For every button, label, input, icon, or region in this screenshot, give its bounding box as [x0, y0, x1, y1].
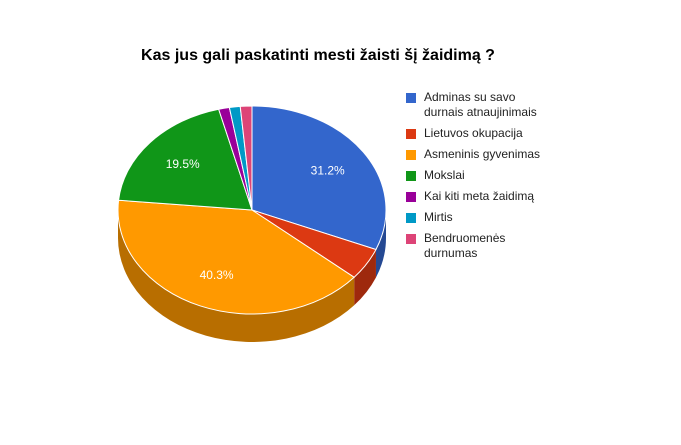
legend-swatch — [406, 93, 416, 103]
legend-label: Lietuvos okupacija — [424, 126, 523, 140]
legend-label: Kai kiti meta žaidimą — [424, 189, 535, 203]
slice — [251, 105, 387, 251]
legend-label: Mokslai — [424, 168, 465, 182]
legend-swatch — [406, 129, 416, 139]
legend-swatch — [406, 234, 416, 244]
legend-item: Mirtis — [406, 210, 556, 225]
slice-side — [354, 249, 376, 306]
slice — [117, 199, 355, 315]
legend-swatch — [406, 192, 416, 202]
data-label: 31.2% — [311, 164, 345, 178]
legend-swatch — [406, 213, 416, 223]
legend-label: Asmeninis gyvenimas — [424, 147, 541, 161]
data-label: 19.5% — [166, 157, 200, 171]
slice — [239, 105, 253, 211]
legend-label: Bendruomenės durnumas — [424, 231, 506, 260]
slice — [118, 108, 253, 211]
legend-swatch — [406, 150, 416, 160]
legend-swatch — [406, 171, 416, 181]
legend: Adminas su savo durnais atnaujinimais Lie… — [406, 90, 556, 267]
legend-item: Bendruomenės durnumas — [406, 231, 556, 261]
legend-item: Kai kiti meta žaidimą — [406, 189, 556, 204]
legend-item: Adminas su savo durnais atnaujinimais — [406, 90, 556, 120]
legend-item: Mokslai — [406, 168, 556, 183]
legend-item: Lietuvos okupacija — [406, 126, 556, 141]
data-label: 40.3% — [200, 268, 234, 282]
slice-side — [375, 210, 386, 278]
legend-item: Asmeninis gyvenimas — [406, 147, 556, 162]
legend-label: Adminas su savo durnais atnaujinimais — [424, 90, 537, 119]
chart-title: Kas jus gali paskatinti mesti žaisti šį … — [141, 47, 495, 64]
legend-label: Mirtis — [424, 210, 453, 224]
